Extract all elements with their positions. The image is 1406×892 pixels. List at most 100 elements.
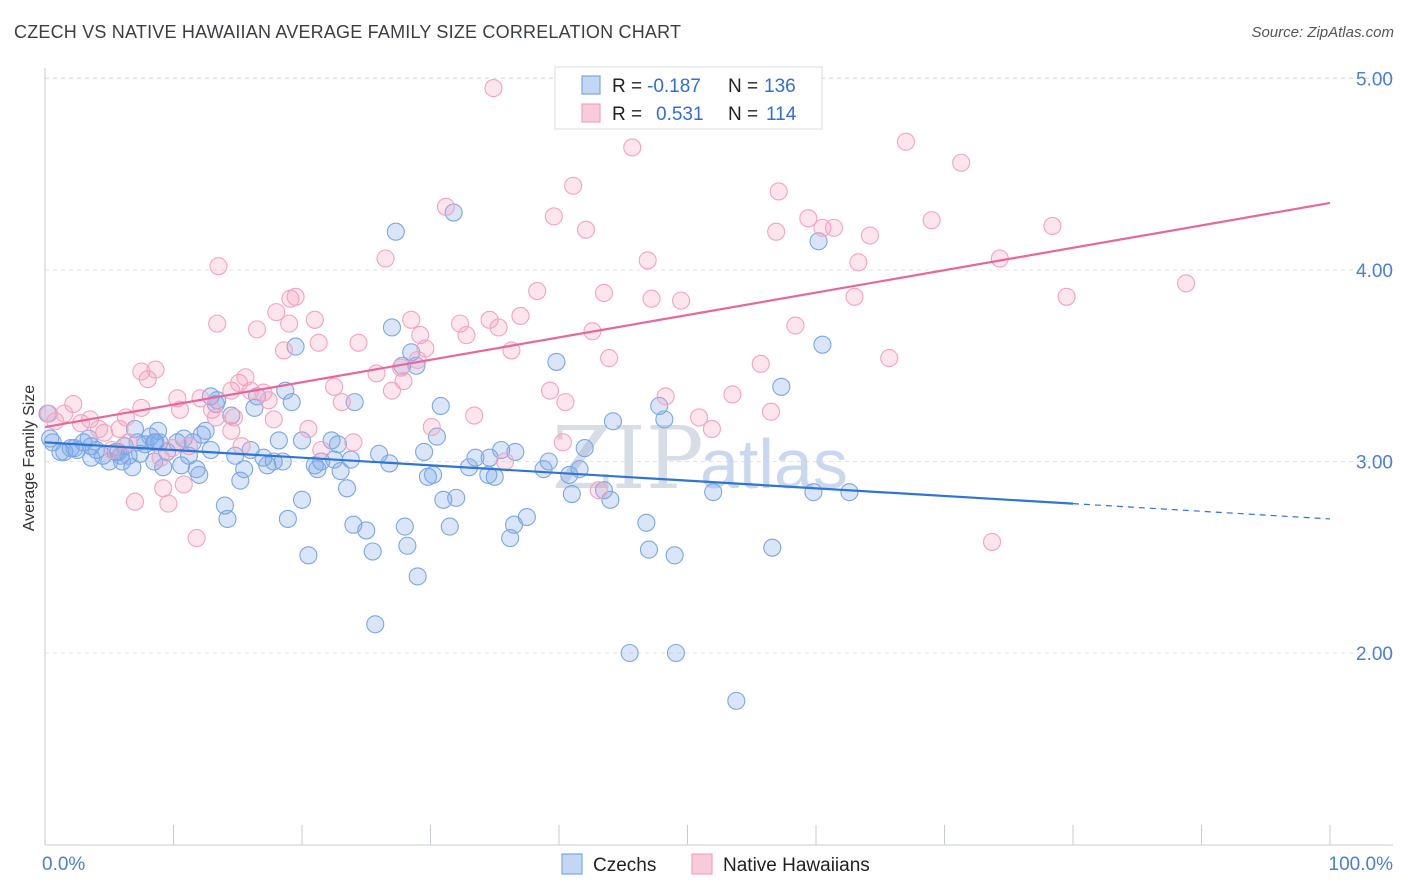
data-point [672, 291, 691, 310]
data-point [269, 431, 288, 450]
data-point [292, 490, 312, 509]
data-point [556, 393, 575, 412]
data-point [206, 408, 225, 427]
data-point [286, 337, 305, 356]
data-point [436, 197, 455, 216]
trend-line [44, 201, 1331, 429]
data-point [402, 343, 421, 362]
series-points-native-hawaiians [39, 79, 1196, 551]
data-point [492, 440, 511, 460]
data-point [201, 440, 220, 460]
data-point [305, 310, 324, 329]
data-point [123, 458, 142, 477]
data-point [727, 691, 746, 710]
stats-n-label: N = [728, 76, 758, 97]
series-legend: Czechs Native Hawaiians [561, 853, 870, 876]
data-point [849, 253, 868, 272]
data-point [666, 643, 685, 663]
data-point [236, 368, 255, 387]
trend-line-extension [1072, 503, 1331, 520]
watermark-atlas: atlas [700, 425, 848, 503]
y-tick-label: 4.00 [1356, 261, 1393, 282]
stats-swatch-native-hawaiians [581, 103, 601, 123]
data-point [282, 393, 301, 412]
data-point [594, 481, 614, 500]
data-point [589, 481, 608, 500]
data-point [386, 222, 405, 241]
data-point [809, 232, 828, 251]
chart-title: CZECH VS NATIVE HAWAIIAN AVERAGE FAMILY … [14, 22, 682, 42]
data-point [772, 377, 791, 396]
data-point [245, 398, 264, 417]
stats-r-label: R = [612, 104, 642, 125]
data-point [232, 437, 251, 456]
trend-line [44, 441, 1074, 505]
data-point [642, 289, 661, 308]
source-label: Source: ZipAtlas.com [1251, 24, 1394, 41]
data-point [196, 421, 215, 440]
x-tick-label: 100.0% [1329, 854, 1394, 875]
data-point [308, 460, 327, 479]
data-point [511, 306, 530, 326]
data-point [376, 249, 395, 268]
data-point [896, 132, 916, 151]
data-point [218, 509, 237, 529]
x-tick-label: 0.0% [42, 854, 85, 875]
data-point [665, 546, 684, 565]
data-point [222, 406, 241, 425]
data-point [422, 417, 441, 437]
data-point [344, 433, 363, 452]
grid-lines [45, 77, 1393, 654]
data-point [484, 79, 503, 98]
data-point [408, 567, 427, 586]
data-point [860, 226, 880, 245]
y-axis-label: Average Family Size [21, 385, 38, 532]
data-point [208, 314, 227, 333]
data-point [603, 412, 623, 431]
data-point [489, 318, 508, 337]
data-point [398, 536, 417, 555]
data-point [639, 540, 659, 559]
data-point [159, 494, 178, 513]
data-point [264, 410, 283, 429]
data-point [299, 546, 318, 565]
data-point [562, 485, 581, 504]
legend-swatch-czechs [561, 853, 583, 875]
data-point [131, 444, 150, 463]
y-tick-label: 2.00 [1356, 644, 1393, 665]
data-point [845, 287, 864, 306]
data-point [235, 460, 254, 479]
data-point [292, 431, 312, 450]
data-point [457, 326, 476, 345]
data-point [95, 423, 114, 442]
data-point [337, 479, 357, 498]
stats-n-label: N = [728, 104, 758, 125]
data-point [600, 349, 619, 368]
data-point [1043, 216, 1062, 236]
data-point [702, 419, 721, 438]
data-point [331, 462, 350, 481]
data-point [637, 513, 656, 532]
data-point [539, 452, 558, 471]
data-point [146, 360, 165, 379]
data-point [415, 442, 434, 461]
data-point [349, 333, 368, 352]
data-point [281, 289, 300, 308]
data-point [424, 465, 443, 484]
data-point [763, 538, 782, 557]
data-point [394, 372, 413, 391]
data-point [125, 492, 144, 511]
data-point [190, 465, 209, 484]
data-point [174, 475, 193, 494]
data-point [328, 435, 348, 454]
data-point [55, 404, 74, 423]
data-point [804, 483, 823, 502]
data-point [824, 218, 844, 237]
data-point [690, 408, 709, 427]
data-point [325, 377, 344, 396]
data-point [922, 211, 941, 230]
data-point [451, 314, 470, 333]
data-point [366, 615, 385, 634]
x-tick-labels: 0.0% 100.0% [42, 854, 1393, 875]
